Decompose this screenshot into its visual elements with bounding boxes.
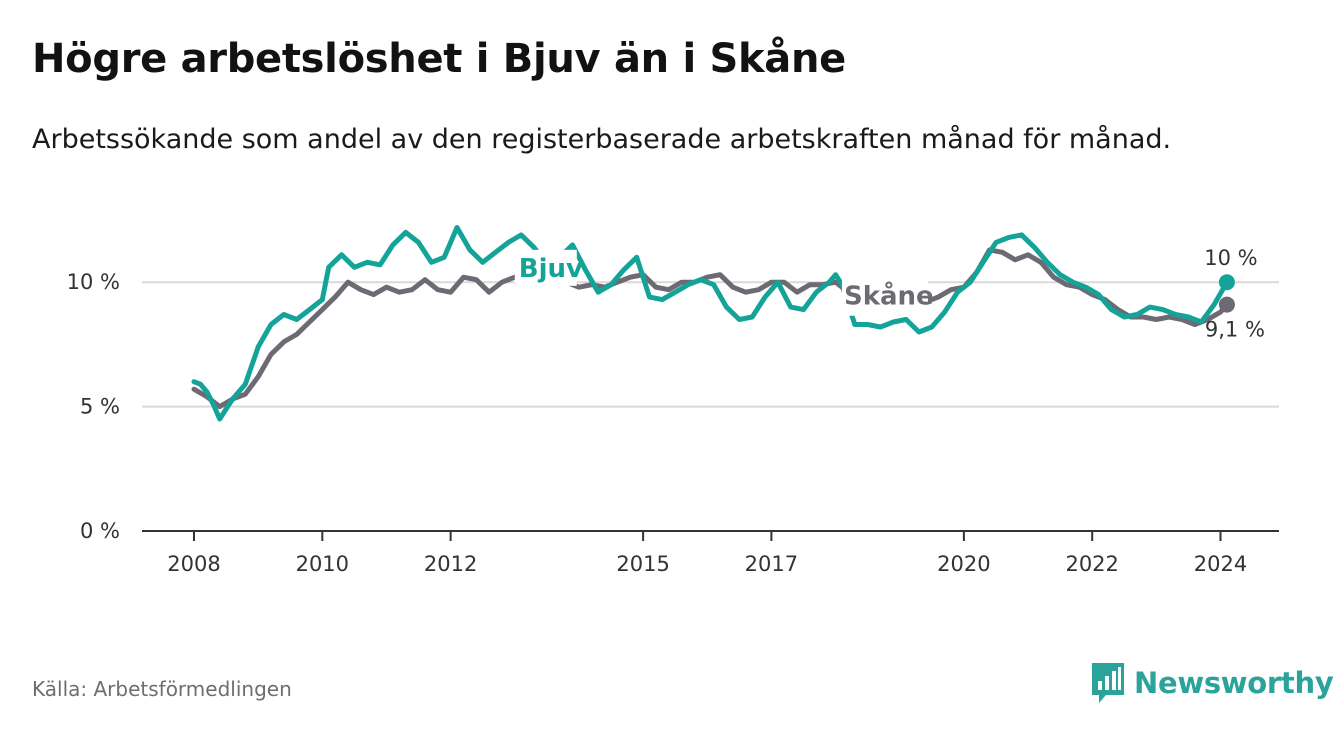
series-line-skane: [191, 247, 1230, 410]
skane-label-halo: [841, 279, 928, 316]
endpoint-bjuv: [1218, 274, 1235, 291]
x-tick-label: 2015: [616, 552, 669, 576]
x-tick-label: 2020: [937, 552, 990, 576]
series-line-bjuv: [191, 225, 1230, 422]
series-lines: [191, 225, 1230, 422]
series-label-skane: Skåne: [844, 280, 934, 312]
bjuv-label-halo: [514, 249, 577, 286]
chart-subtitle: Arbetssökande som andel av den registerb…: [32, 124, 1172, 155]
y-axis-labels: 0 % 5 % 10 %: [67, 270, 120, 543]
line-chart: 0 %5 %10 % 2008 2010 2012 2015 2017 2020 2022 2…: [67, 225, 1279, 576]
y-tick-label: 5 %: [80, 395, 120, 419]
y-tick-label: 0 %: [80, 519, 120, 543]
chart-title: Högre arbetslöshet i Bjuv än i Skåne: [32, 36, 846, 82]
y-tick-label: 10 %: [67, 270, 120, 294]
x-tick-label: 2022: [1065, 552, 1118, 576]
endpoint-skane: [1218, 296, 1235, 313]
newsworthy-logo[interactable]: Newsworthy: [1090, 660, 1334, 706]
brand-name: Newsworthy: [1134, 666, 1334, 700]
x-tick-label: 2024: [1194, 552, 1247, 576]
source-note: Källa: Arbetsförmedlingen: [32, 677, 292, 701]
x-tick-label: 2012: [424, 552, 477, 576]
end-label-skane: 9,1 %: [1205, 318, 1265, 342]
end-label-bjuv: 10 %: [1204, 246, 1257, 270]
x-tick-label: 2017: [745, 552, 798, 576]
x-tick-label: 2010: [296, 552, 349, 576]
series-labels: Bjuv Skåne 10 % 9,1 %: [514, 246, 1265, 342]
x-tick-label: 2008: [167, 552, 220, 576]
series-label-bjuv: Bjuv: [519, 254, 583, 284]
x-axis: 2008 2010 2012 2015 2017 2020 2022 2024: [142, 530, 1279, 576]
newsworthy-icon: [1092, 663, 1124, 703]
